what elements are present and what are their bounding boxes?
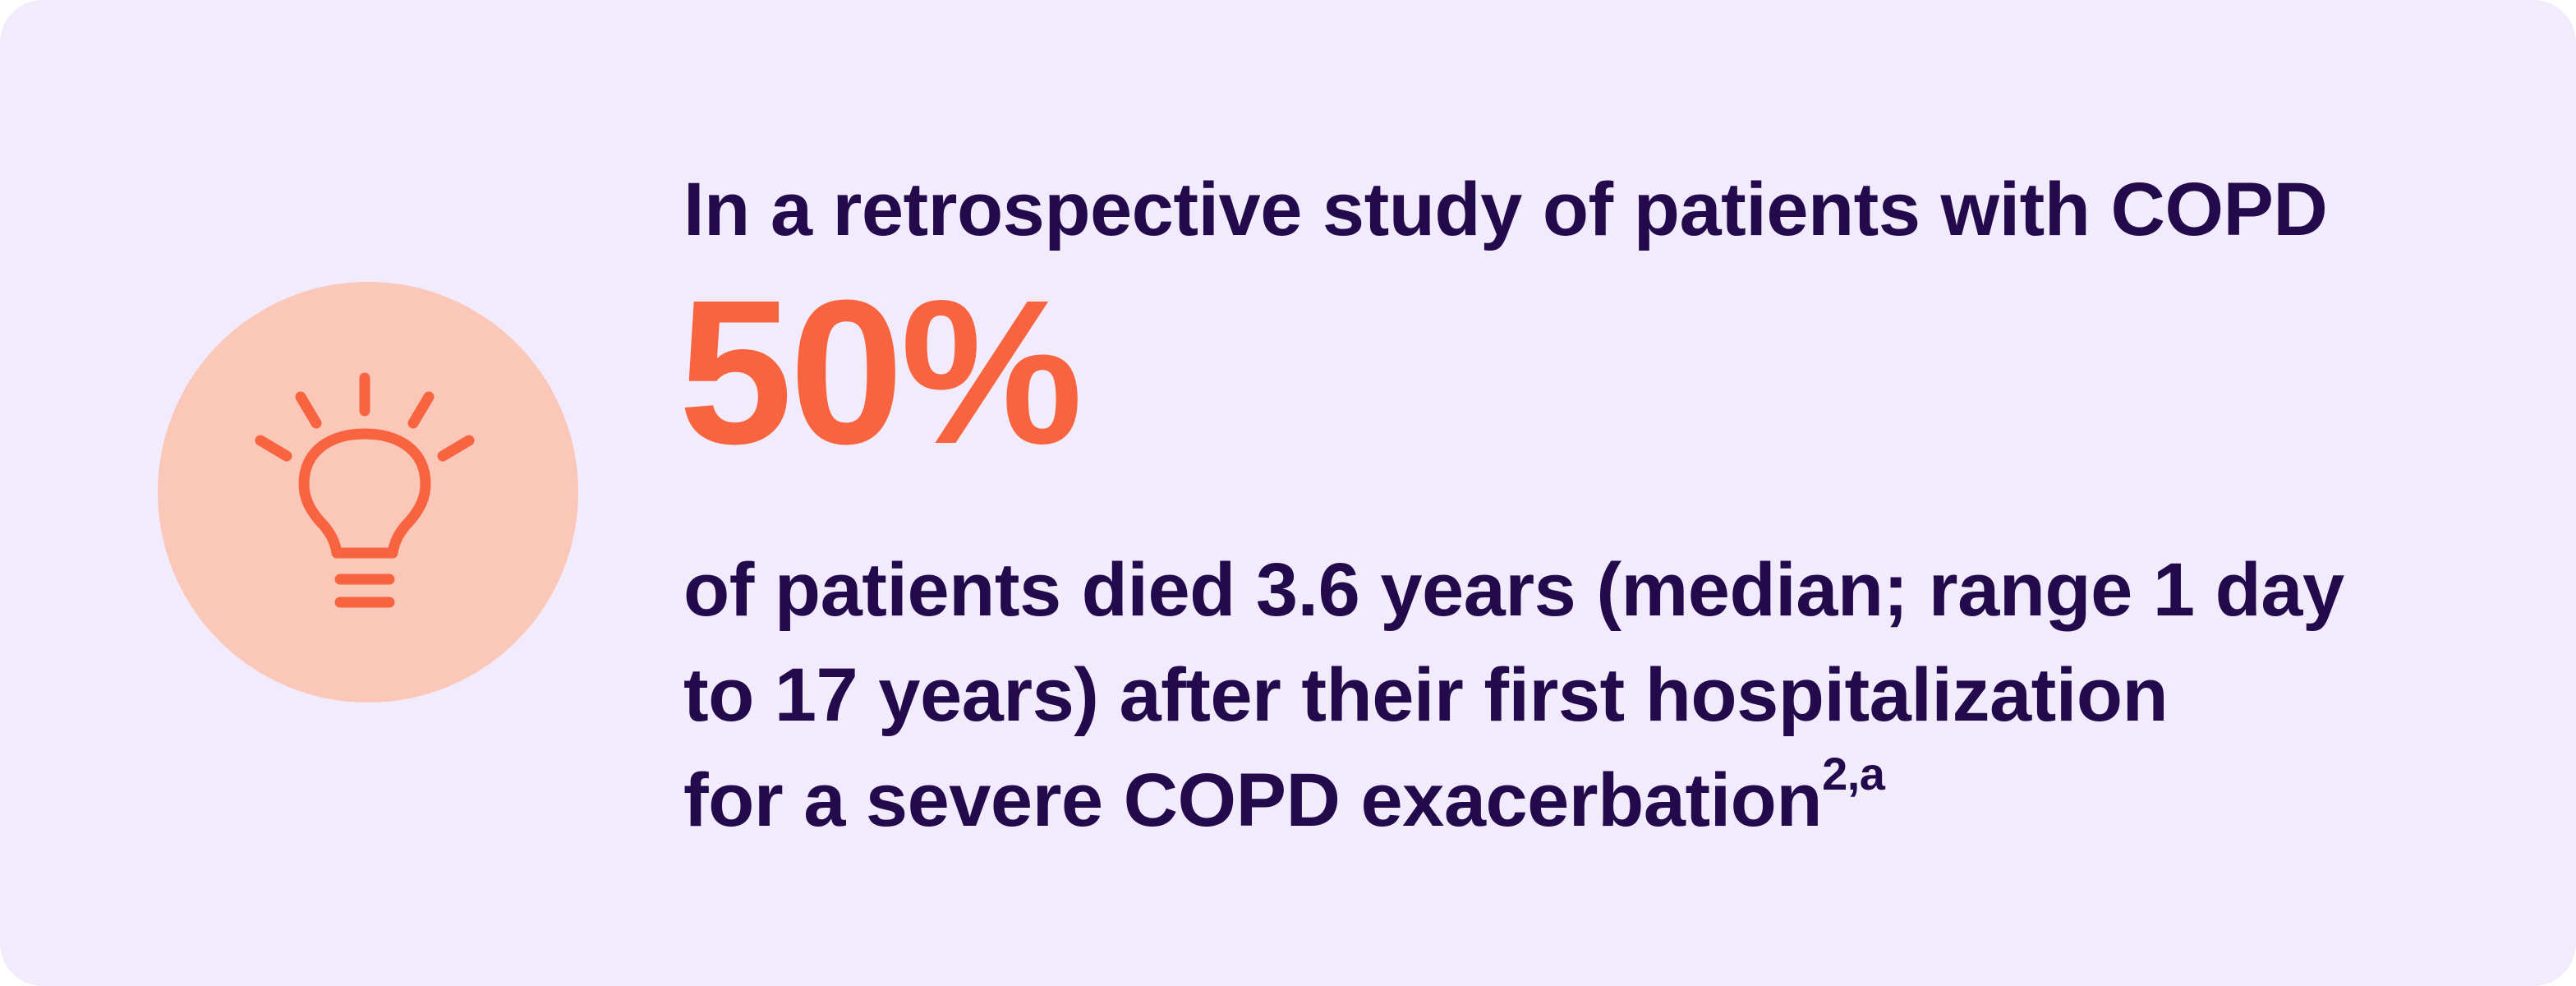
intro-text: In a retrospective study of patients wit… xyxy=(683,168,2328,251)
description-line-3: for a severe COPD exacerbation xyxy=(683,758,1823,842)
lightbulb-icon xyxy=(255,372,475,608)
description-line-1: of patients died 3.6 years (median; rang… xyxy=(683,548,2344,632)
stat-description: of patients died 3.6 years (median; rang… xyxy=(683,537,2450,853)
stat-value: 50% xyxy=(678,257,1083,486)
icon-circle xyxy=(158,282,578,703)
footnote-reference: 2,a xyxy=(1822,748,1885,799)
description-line-2: to 17 years) after their first hospitali… xyxy=(683,653,2169,737)
text-block: In a retrospective study of patients wit… xyxy=(678,156,2450,853)
